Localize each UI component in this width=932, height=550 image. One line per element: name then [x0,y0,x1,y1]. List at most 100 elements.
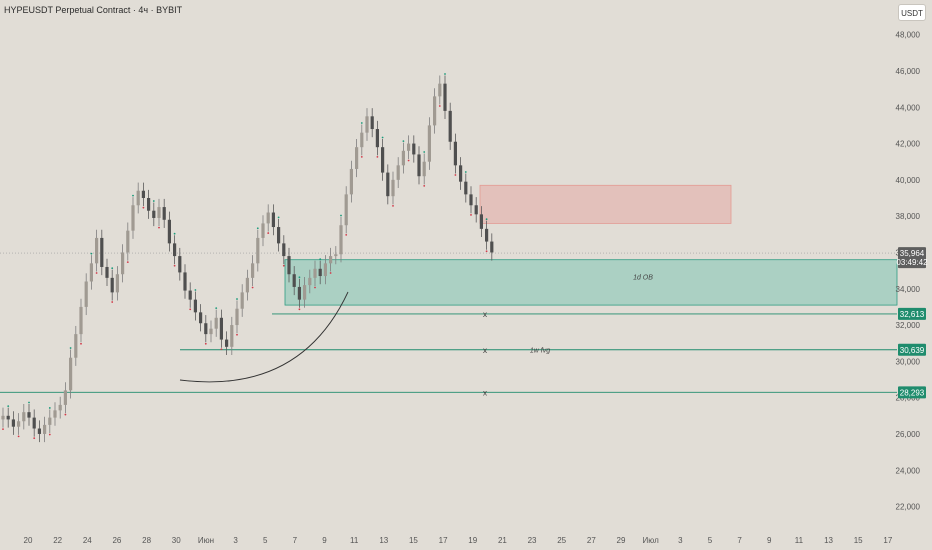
level-mark: x [483,310,487,319]
candle-body [240,292,244,309]
candle-body [459,165,463,182]
candle-body [303,285,307,300]
candle-marker [126,261,129,264]
candle-marker [470,214,472,216]
candle-marker [48,433,51,436]
candle-marker [314,286,316,289]
time-tick-label: 7 [737,536,742,545]
candle-marker [277,216,280,219]
candle-body [115,274,119,293]
candle-marker [298,308,301,311]
candle-body [344,194,348,226]
candle-marker [28,401,30,404]
candle-body [407,143,411,151]
level-mark: x [483,388,487,397]
candle-body [74,334,78,358]
fvg-label: 1w fvg [530,347,550,354]
candle-body [69,357,73,391]
candle-marker [220,348,223,351]
candle-body [17,421,21,427]
level-tag-text: 32,613 [900,310,925,319]
candle-body [110,277,114,293]
candle-marker [407,159,410,162]
candle-body [89,263,93,282]
candle-marker [158,226,160,229]
candle-body [1,415,5,420]
price-axis: 48,00046,00044,00042,00040,00038,00036,0… [896,31,921,512]
candle-body [386,172,390,197]
time-tick-label: 9 [767,536,772,545]
candle-marker [111,267,114,270]
candle-body [147,198,151,211]
candle-body [121,252,125,275]
price-tick-label: 22,000 [896,503,921,512]
candle-body [427,125,431,162]
time-tick-label: 17 [439,536,448,545]
level-tag-text: 30,639 [900,346,925,355]
candle-marker [48,407,51,409]
candle-marker [376,155,379,158]
candle-body [167,219,171,244]
candle-body [448,110,452,142]
candle-marker [17,435,20,438]
time-tick-label: 20 [24,536,33,545]
candle-body [370,116,374,130]
candle-body [37,428,41,434]
candle-marker [189,308,192,311]
candle-body [162,207,166,220]
currency-button[interactable]: USDT [898,4,926,21]
candle-body [313,268,317,278]
candle-body [27,412,31,418]
candle-body [256,237,260,264]
candle-body [173,243,177,257]
candle-marker [95,272,98,274]
candle-marker [282,264,285,267]
price-tick-label: 46,000 [896,67,921,76]
candle-body [84,281,88,307]
candle-body [126,230,130,253]
candle-marker [340,214,342,217]
candle-marker [256,227,259,230]
price-tick-label: 42,000 [896,140,921,149]
candle-body [438,83,442,97]
time-tick-label: 22 [53,536,62,545]
candle-marker [485,250,488,253]
candle-body [401,150,405,166]
candle-body [100,237,104,267]
candle-marker [444,73,446,75]
candle-body [214,317,218,329]
time-tick-label: 17 [883,536,892,545]
candle-body [32,417,36,429]
candle-marker [33,437,36,440]
supply-zone [479,184,732,224]
candle-body [474,205,478,215]
candle-body [48,417,52,425]
price-tick-label: 32,000 [896,321,921,330]
time-tick-label: 30 [172,536,181,545]
candle-body [282,243,286,257]
candle-body [245,277,249,293]
candle-marker [423,151,426,153]
time-tick-label: 9 [322,536,327,545]
candle-body [412,143,416,155]
price-tick-label: 44,000 [896,103,921,112]
candle-body [334,254,338,257]
candles [1,73,494,443]
candle-marker [111,301,114,303]
candle-body [204,323,208,335]
time-tick-label: 5 [708,536,713,545]
time-tick-label: 15 [854,536,863,545]
candle-body [287,256,291,275]
candle-body [277,227,281,244]
candle-body [464,181,468,195]
candle-marker [392,204,394,207]
candle-body [355,147,359,169]
time-tick-label: 25 [557,536,566,545]
current-price-text: 35,964 [900,249,925,258]
candle-marker [267,232,270,234]
candle-body [251,263,255,278]
candle-body [308,277,312,286]
candle-marker [251,286,254,289]
candle-marker [464,171,467,173]
